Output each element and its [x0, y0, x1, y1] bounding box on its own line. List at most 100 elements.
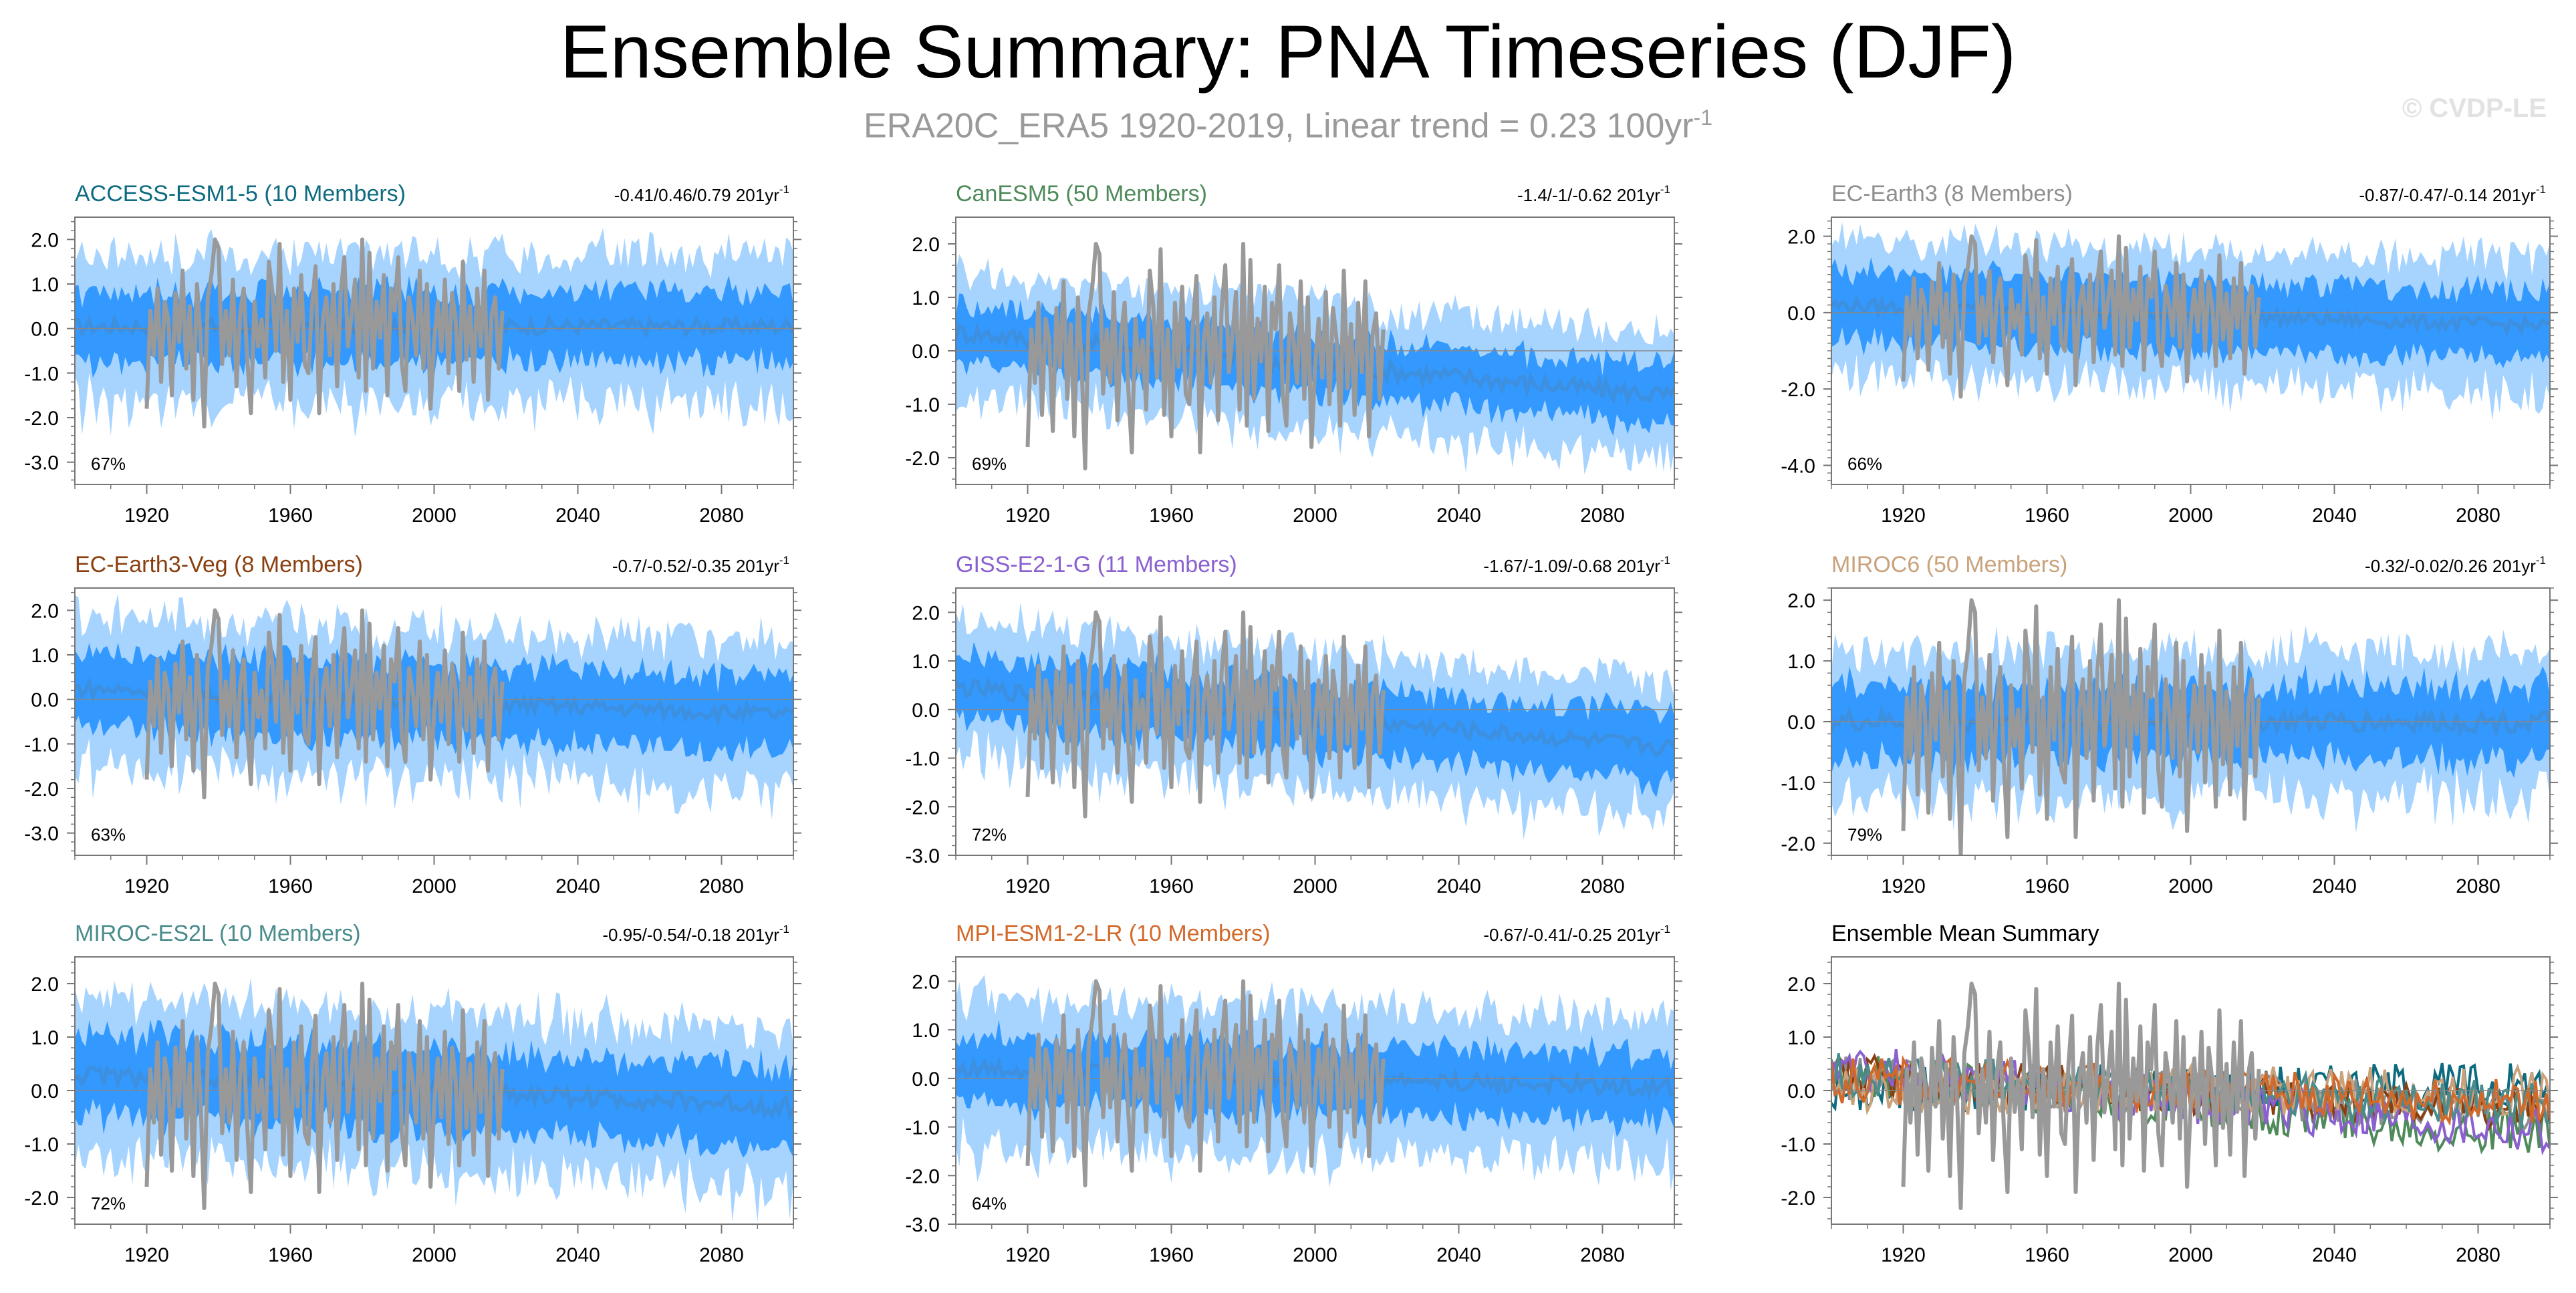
panel-percent: 69% [972, 454, 1007, 474]
x-tick-label: 1960 [2025, 1244, 2069, 1266]
y-tick-label: -1.0 [905, 394, 940, 416]
panel-data [1831, 982, 2550, 1210]
x-tick-label: 1960 [268, 875, 313, 897]
y-tick-label: -2.0 [905, 448, 940, 470]
panel-trend: -0.32/-0.02/0.26 201yr-1 [2365, 554, 2546, 576]
panel-title: EC-Earth3 (8 Members) [1831, 181, 2073, 206]
observed-line [1025, 979, 1386, 1187]
panel-trend: -0.41/0.46/0.79 201yr-1 [614, 183, 789, 205]
x-tick-label: 2040 [1436, 1244, 1481, 1266]
x-tick-label: 2000 [412, 505, 457, 527]
panel-data [75, 228, 793, 438]
y-tick-label: 0.0 [1787, 303, 1815, 325]
y-tick-label: -2.0 [24, 1187, 59, 1209]
panel-data [1831, 598, 2550, 855]
x-tick-label: 2080 [1580, 505, 1625, 527]
x-tick-label: 2000 [1293, 875, 1337, 897]
observed-line [1901, 234, 2261, 399]
x-tick-label: 1920 [124, 505, 169, 527]
panel-title: MIROC6 (50 Members) [1831, 552, 2067, 577]
y-tick-label: 2.0 [912, 971, 940, 993]
x-tick-label: 1960 [1149, 505, 1194, 527]
x-tick-label: 2080 [699, 1244, 744, 1266]
panel-trend: -0.67/-0.41/-0.25 201yr-1 [1483, 923, 1670, 945]
panel-trend: -1.67/-1.09/-0.68 201yr-1 [1483, 554, 1670, 576]
y-tick-label: -3.0 [24, 452, 59, 474]
y-tick-label: 2.0 [912, 234, 940, 256]
y-tick-label: -2.0 [905, 1165, 940, 1187]
panel-1: 2.0 1.0 0.0 -1.0 -2.0 -3.0 1920 1960 2000 2040 208… [24, 181, 801, 527]
panel-8: 2.0 1.0 0.0 -1.0 -2.0 -3.0 1920 1960 2000 2040 208… [905, 921, 1682, 1266]
y-tick-label: 1.0 [912, 1020, 940, 1042]
panel-title: MPI-ESM1-2-LR (10 Members) [956, 921, 1270, 946]
observed-line [1901, 982, 2261, 1210]
panel-trend: -0.95/-0.54/-0.18 201yr-1 [602, 923, 789, 945]
x-tick-label: 1920 [1881, 1244, 1926, 1266]
panel-data [75, 978, 793, 1223]
y-tick-label: -3.0 [24, 823, 59, 845]
y-tick-label: 2.0 [1787, 974, 1815, 996]
panel-title: CanESM5 (50 Members) [956, 181, 1207, 206]
x-tick-label: 1920 [1005, 1244, 1050, 1266]
x-tick-label: 2040 [2312, 1244, 2357, 1266]
y-tick-label: -1.0 [24, 1134, 59, 1156]
y-tick-label: -2.0 [1781, 379, 1815, 401]
panel-data [1831, 222, 2550, 421]
panel-title: GISS-E2-1-G (11 Members) [956, 552, 1237, 577]
x-tick-label: 2000 [2168, 505, 2213, 527]
y-tick-label: 2.0 [1787, 590, 1815, 612]
y-tick-label: 2.0 [31, 974, 59, 996]
panel-data [956, 242, 1674, 475]
y-tick-label: -3.0 [905, 845, 940, 867]
panel-data [75, 593, 793, 820]
panel-percent: 66% [1847, 454, 1882, 474]
y-tick-label: -2.0 [1781, 833, 1815, 855]
y-tick-label: 0.0 [912, 1068, 940, 1091]
panel-4: 2.0 1.0 0.0 -1.0 -2.0 -3.0 1920 1960 2000 2040 208… [24, 552, 801, 897]
y-tick-label: -4.0 [1781, 455, 1815, 477]
observed-line [144, 608, 505, 800]
x-tick-label: 1960 [268, 505, 313, 527]
y-tick-label: 0.0 [912, 700, 940, 722]
x-tick-label: 1920 [1005, 505, 1050, 527]
subtitle-text: ERA20C_ERA5 1920-2019, Linear trend = 0.… [863, 106, 1694, 146]
panel-percent: 63% [91, 825, 126, 845]
panel-percent: 72% [972, 825, 1007, 845]
x-tick-label: 1960 [1149, 1244, 1194, 1266]
panel-title: Ensemble Mean Summary [1831, 921, 2099, 946]
panel-data [956, 975, 1674, 1191]
observed-line [1901, 598, 2261, 855]
panel-3: 2.0 0.0 -2.0 -4.0 1920 1960 2000 2040 2080 EC-Ear… [1781, 181, 2558, 527]
x-tick-label: 2080 [699, 505, 744, 527]
panel-percent: 79% [1847, 825, 1882, 845]
panel-7: 2.0 1.0 0.0 -1.0 -2.0 1920 1960 2000 2040 2080 MIR… [24, 921, 801, 1266]
x-tick-label: 1920 [1881, 505, 1926, 527]
observed-line [1025, 242, 1386, 470]
y-tick-label: -1.0 [24, 734, 59, 756]
y-tick-label: 2.0 [1787, 227, 1815, 249]
y-tick-label: 1.0 [1787, 1027, 1815, 1049]
panel-2: 2.0 1.0 0.0 -1.0 -2.0 1920 1960 2000 2040 2080 Can… [905, 181, 1682, 527]
y-tick-label: -1.0 [24, 363, 59, 385]
panel-5: 2.0 1.0 0.0 -1.0 -2.0 -3.0 1920 1960 2000 2040 208… [905, 552, 1682, 897]
y-tick-label: -2.0 [24, 408, 59, 430]
panel-trend: -0.7/-0.52/-0.35 201yr-1 [612, 554, 789, 576]
x-tick-label: 1960 [2025, 505, 2069, 527]
x-tick-label: 1960 [268, 1244, 313, 1266]
main-title: Ensemble Summary: PNA Timeseries (DJF) [559, 10, 2017, 94]
y-tick-label: -1.0 [1781, 772, 1815, 795]
x-tick-label: 1960 [2025, 875, 2069, 897]
y-tick-label: 2.0 [31, 600, 59, 622]
panel-9: 2.0 1.0 0.0 -1.0 -2.0 1920 1960 2000 2040 2080 Ens… [1781, 921, 2558, 1266]
x-tick-label: 2040 [2312, 875, 2357, 897]
observed-line [144, 982, 505, 1210]
panel-title: MIROC-ES2L (10 Members) [75, 921, 361, 946]
y-tick-label: 1.0 [31, 1027, 59, 1049]
y-tick-label: -2.0 [1781, 1187, 1815, 1209]
y-tick-label: 0.0 [31, 1081, 59, 1103]
panel-6: 2.0 1.0 0.0 -1.0 -2.0 1920 1960 2000 2040 2080 MIR… [1781, 552, 2558, 897]
y-tick-label: -2.0 [24, 778, 59, 801]
x-tick-label: 2000 [1293, 1244, 1337, 1266]
x-tick-label: 2040 [555, 1244, 600, 1266]
x-tick-label: 2040 [1436, 875, 1481, 897]
